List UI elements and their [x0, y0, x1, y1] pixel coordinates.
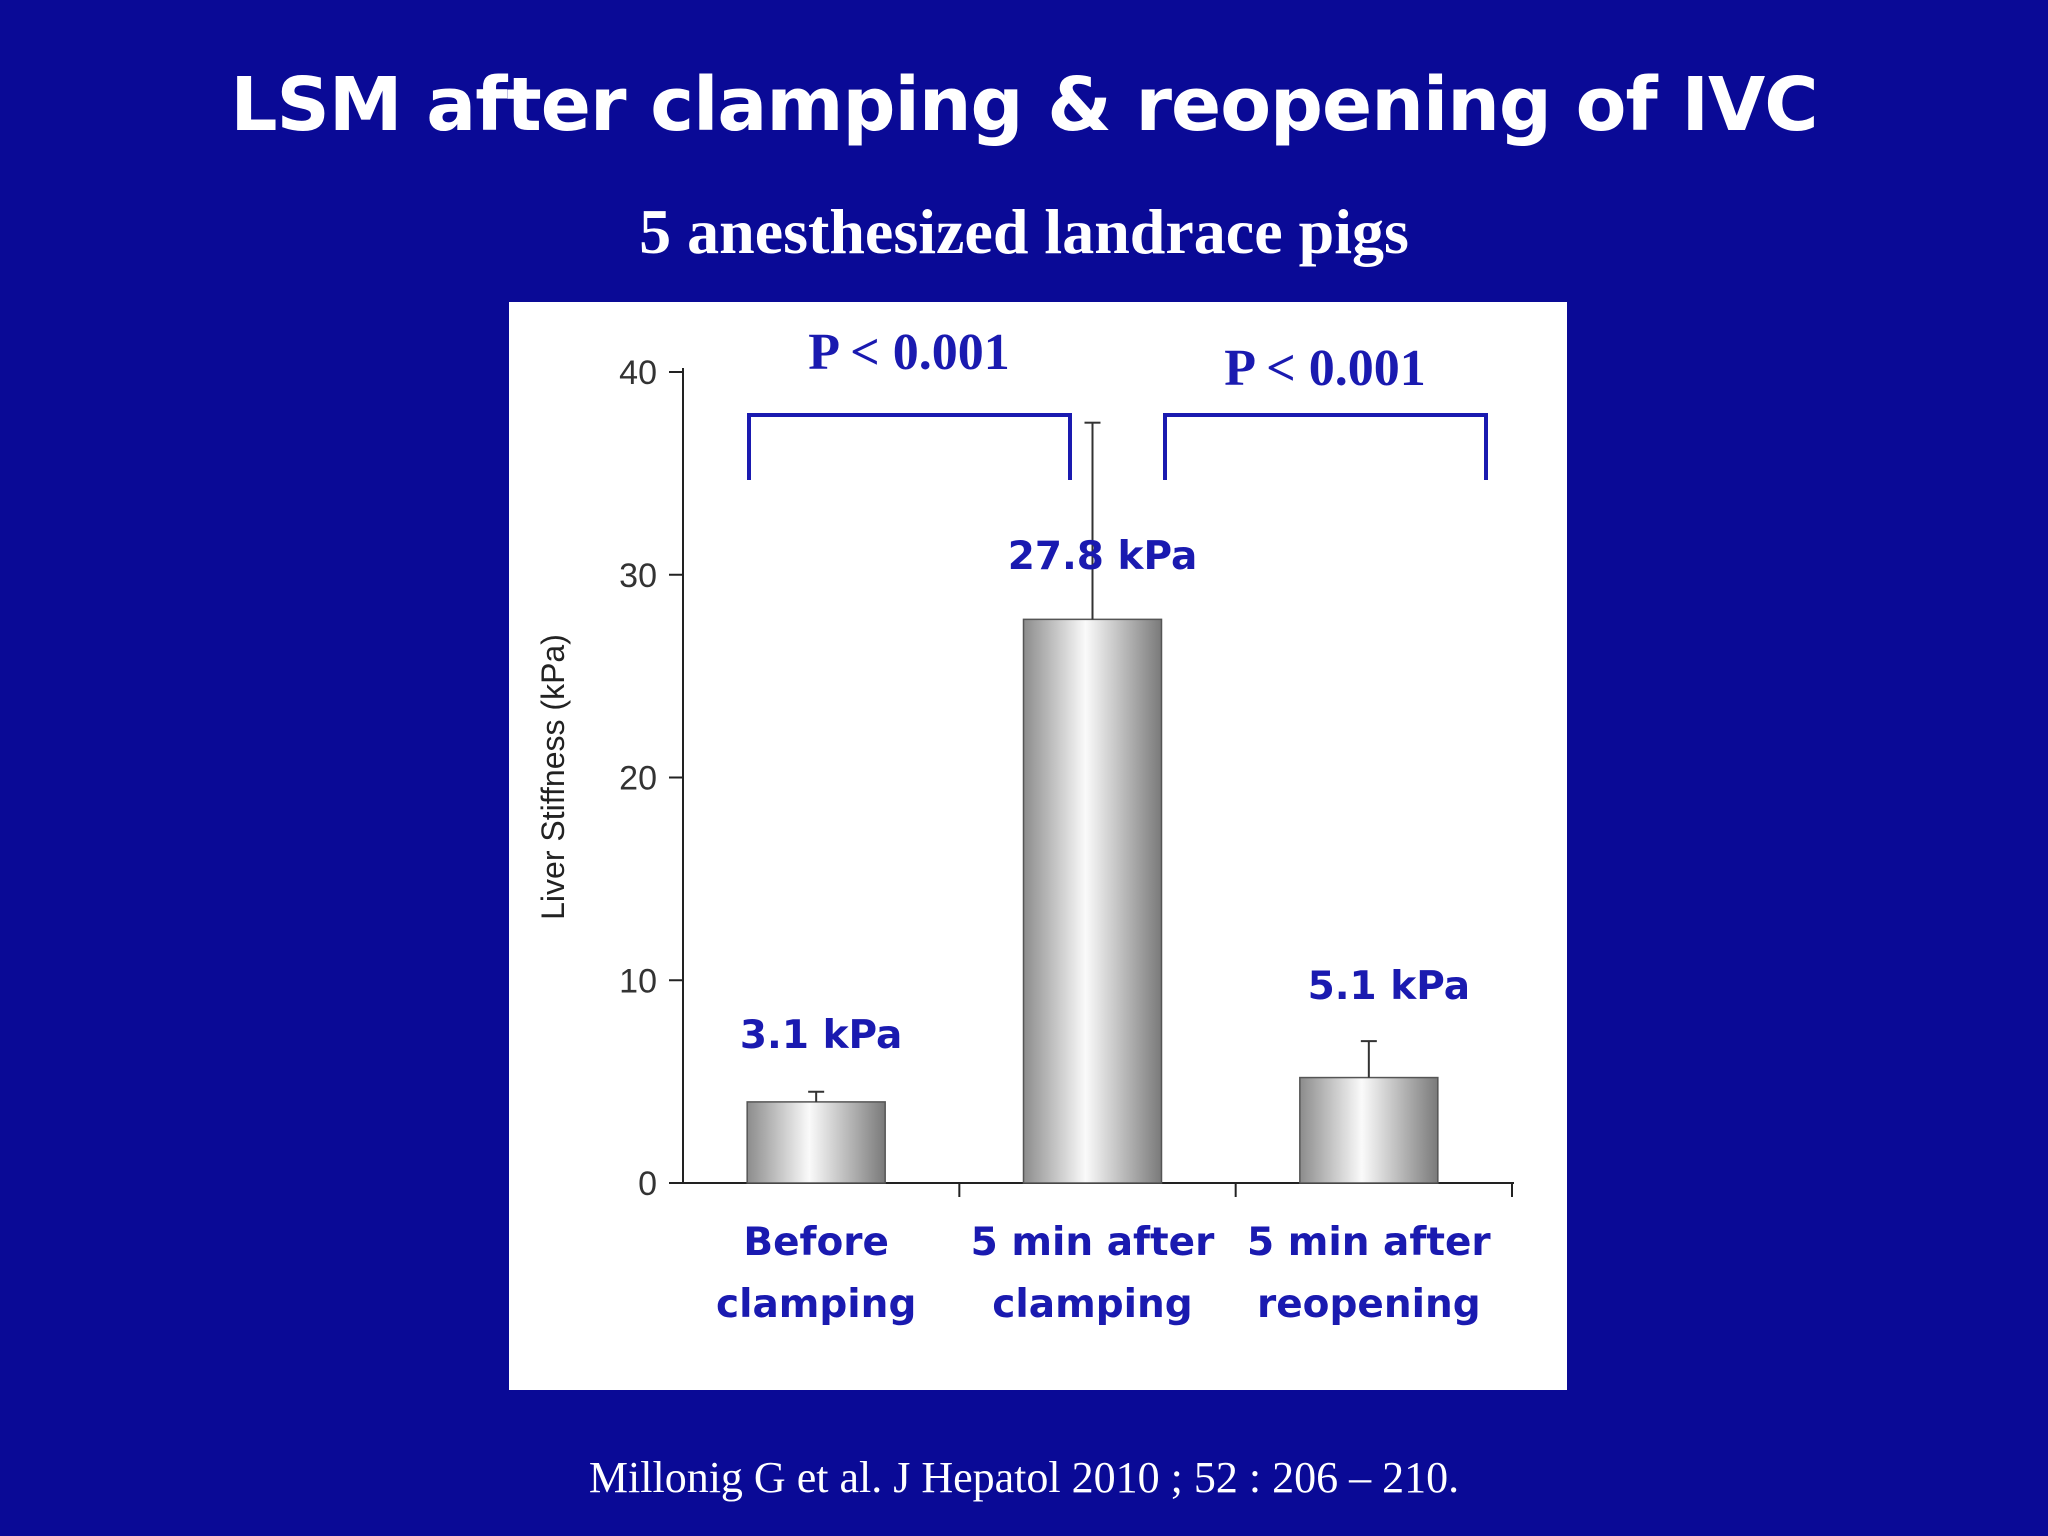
- citation: Millonig G et al. J Hepatol 2010 ; 52 : …: [588, 1453, 1460, 1502]
- y-axis-label: Liver Stiffness (kPa): [535, 634, 571, 920]
- category-label: clamping: [992, 1282, 1192, 1327]
- bar: [1299, 1076, 1439, 1184]
- bar: [1022, 618, 1163, 1184]
- category-label: reopening: [1257, 1282, 1481, 1327]
- category-label: 5 min after: [971, 1220, 1215, 1265]
- category-label: Before: [743, 1220, 889, 1265]
- slide-title: LSM after clamping & reopening of IVC: [230, 62, 1818, 148]
- y-tick-label: 20: [619, 760, 657, 798]
- significance-bracket: [1163, 413, 1488, 480]
- chart-panel: 0 10 20 30 40 Liver Stiffness (kPa) 3.1 kPa 27.…: [509, 302, 1567, 1390]
- significance-bracket: [747, 413, 1072, 480]
- y-tick-label: 0: [638, 1165, 657, 1203]
- bar-value-label: 27.8 kPa: [1008, 534, 1198, 579]
- y-tick-label: 30: [619, 557, 657, 595]
- bar-value-label: 3.1 kPa: [740, 1013, 902, 1058]
- bar: [746, 1101, 886, 1184]
- category-label: clamping: [716, 1282, 916, 1327]
- bar-value-label: 5.1 kPa: [1308, 964, 1470, 1009]
- bar-chart: 0 10 20 30 40 Liver Stiffness (kPa) 3.1 kPa 27.…: [535, 324, 1514, 1327]
- y-tick-label: 10: [619, 962, 657, 1000]
- y-tick-label: 40: [619, 354, 657, 392]
- p-value-label: P < 0.001: [1224, 340, 1426, 397]
- p-value-label: P < 0.001: [808, 324, 1010, 381]
- category-label: 5 min after: [1247, 1220, 1491, 1265]
- slide-subtitle: 5 anesthesized landrace pigs: [639, 196, 1409, 267]
